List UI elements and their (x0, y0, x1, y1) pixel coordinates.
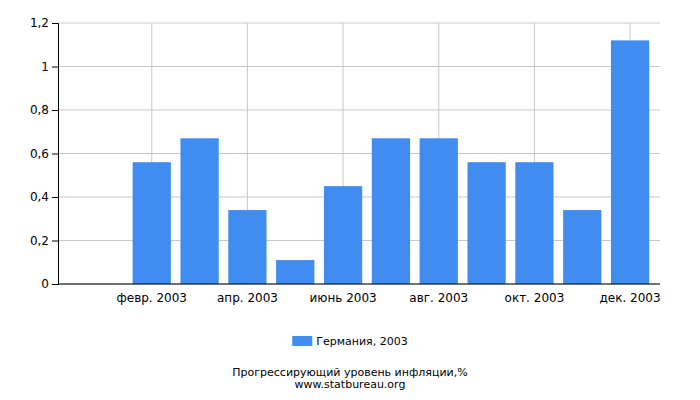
y-tick-label: 1,2 (30, 16, 49, 30)
x-tick-label: окт. 2003 (505, 291, 565, 305)
chart: 0 0,2 0,4 0,6 0,8 1 1,2 февр. 2003 апр. 2003 июнь… (0, 0, 700, 400)
bar (276, 260, 314, 284)
y-grid-line (58, 153, 660, 154)
x-tick: авг. 2003 (409, 284, 468, 305)
x-tick: апр. 2003 (217, 284, 278, 305)
y-axis: 0 0,2 0,4 0,6 0,8 1 1,2 (30, 16, 59, 291)
bar (467, 162, 505, 284)
y-tick: 0,6 (30, 147, 58, 161)
y-tick-mark (52, 241, 58, 242)
x-tick-label: февр. 2003 (117, 291, 188, 305)
y-grid-line (58, 23, 660, 24)
y-tick: 0,2 (30, 234, 58, 248)
bar (420, 138, 458, 284)
y-tick-label: 0,2 (30, 234, 49, 248)
y-tick-mark (52, 197, 58, 198)
y-tick: 1 (41, 60, 58, 74)
legend-swatch (292, 336, 312, 346)
x-tick: февр. 2003 (117, 284, 188, 305)
x-tick: дек. 2003 (600, 284, 661, 305)
y-tick-label: 0,6 (30, 147, 49, 161)
y-tick: 1,2 (30, 16, 58, 30)
y-grid-line (58, 110, 660, 111)
bar (563, 210, 601, 284)
y-grid-line (58, 284, 660, 285)
y-grid-line (58, 66, 660, 67)
x-tick-label: авг. 2003 (409, 291, 468, 305)
x-tick-label: июнь 2003 (309, 291, 376, 305)
bars (133, 40, 650, 284)
y-tick: 0,8 (30, 103, 58, 117)
x-tick: июнь 2003 (309, 284, 376, 305)
y-tick-label: 0 (41, 277, 49, 291)
legend-label: Германия, 2003 (316, 335, 407, 348)
subtitle: www.statbureau.org (295, 378, 406, 391)
y-tick-mark (52, 154, 58, 155)
y-tick-mark (52, 23, 58, 24)
bar (324, 186, 362, 284)
y-tick: 0 (41, 277, 58, 291)
x-axis: февр. 2003 апр. 2003 июнь 2003 авг. 2003 окт… (58, 284, 661, 305)
bar (372, 138, 410, 284)
y-axis-line (52, 24, 59, 285)
y-tick: 0,4 (30, 190, 58, 204)
x-tick-label: апр. 2003 (217, 291, 278, 305)
y-tick-mark (52, 67, 58, 68)
bar (133, 162, 171, 284)
y-tick-label: 1 (41, 60, 49, 74)
legend: Германия, 2003 (292, 335, 407, 348)
bar (180, 138, 218, 284)
grid (58, 23, 660, 284)
y-tick-mark (52, 284, 58, 285)
bar (228, 210, 266, 284)
x-tick: окт. 2003 (505, 284, 565, 305)
bar (611, 40, 649, 284)
y-tick-label: 0,4 (30, 190, 49, 204)
x-axis-line (58, 284, 660, 285)
legend-item: Германия, 2003 (292, 335, 407, 348)
bar (515, 162, 553, 284)
y-tick-mark (52, 110, 58, 111)
y-tick-label: 0,8 (30, 103, 49, 117)
x-tick-label: дек. 2003 (600, 291, 661, 305)
